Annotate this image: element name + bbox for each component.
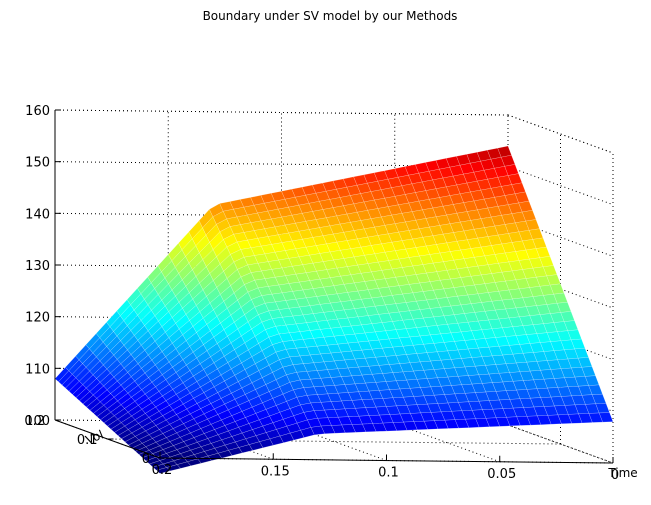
x-tick-label: 0.05 [487, 467, 516, 482]
y-tick-label: 0.1 [77, 433, 98, 448]
surface-cell [598, 412, 614, 423]
x-tick-label: 0.2 [152, 463, 173, 478]
z-tick-label: 130 [25, 259, 50, 274]
y-axis-label: Vol [84, 427, 106, 447]
y-tick-label: 0.2 [24, 414, 45, 429]
z-tick-label: 100 [25, 414, 50, 429]
chart-title: Boundary under SV model by our Methods [203, 9, 458, 23]
z-tick-label: 110 [25, 362, 50, 377]
x-tick-label: 0 [611, 468, 619, 483]
y-tick-label: 0 [142, 452, 150, 467]
z-tick-label: 160 [25, 104, 50, 119]
x-axis-label: Time [607, 466, 637, 480]
tick-labels: 0.2 0.15 0.1 0.05 000.10.2100110120130140150… [24, 104, 619, 483]
z-tick-label: 140 [25, 207, 50, 222]
z-tick-label: 120 [25, 311, 50, 326]
x-tick-label: 0.1 [378, 466, 399, 481]
x-tick-label: 0.15 [261, 464, 290, 479]
z-tick-label: 150 [25, 156, 50, 171]
surface-mesh [54, 145, 614, 474]
